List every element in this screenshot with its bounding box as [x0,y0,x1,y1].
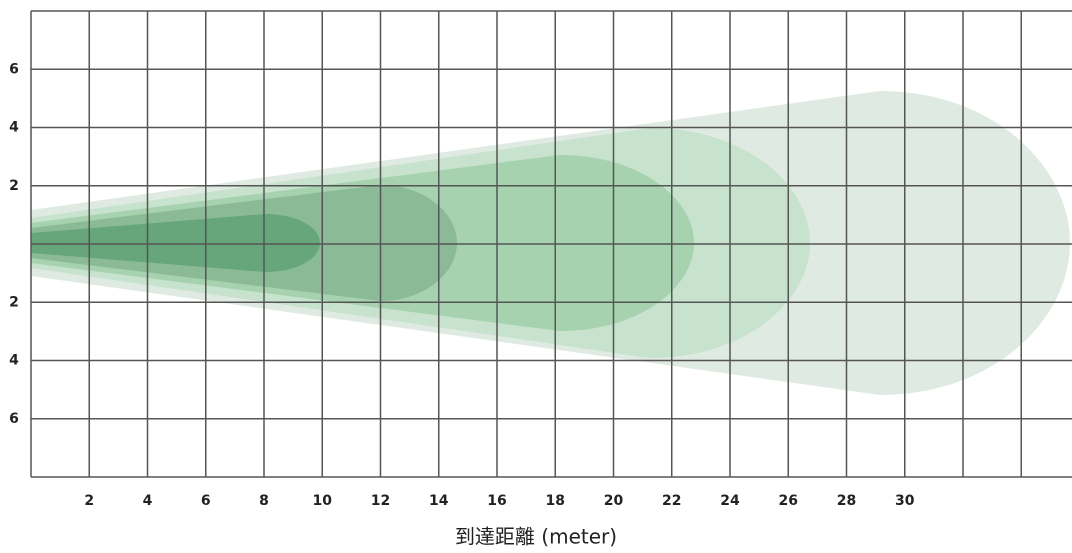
x-tick-label: 28 [837,493,856,509]
x-tick-label: 20 [604,493,624,509]
beam-pattern [31,91,1070,395]
y-tick-label: 2 [9,178,19,194]
grid [30,10,1072,478]
x-tick-label: 12 [371,493,390,509]
x-tick-label: 22 [662,493,681,509]
y-tick-label: 6 [9,61,19,77]
x-tick-label: 14 [429,493,449,509]
x-tick-label: 24 [720,493,740,509]
x-tick-label: 18 [546,493,565,509]
x-axis-title: 到達距離 (meter) [455,525,617,549]
beam-lobe [31,214,320,272]
y-tick-label: 4 [9,120,19,136]
x-tick-label: 8 [259,493,269,509]
x-tick-label: 26 [779,493,798,509]
x-tick-label: 4 [143,493,153,509]
x-tick-label: 10 [313,493,333,509]
x-tick-label: 2 [84,493,94,509]
y-tick-label: 2 [9,294,19,310]
y-tick-label: 6 [9,411,19,427]
x-tick-label: 6 [201,493,211,509]
x-tick-label: 16 [487,493,506,509]
y-tick-label: 4 [9,353,19,369]
x-tick-label: 30 [895,493,915,509]
